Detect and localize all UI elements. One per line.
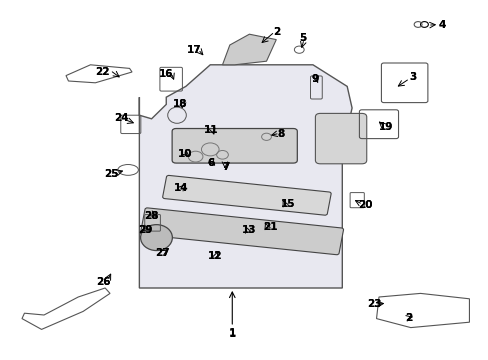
Polygon shape xyxy=(222,34,276,65)
Text: 29: 29 xyxy=(138,225,153,235)
Text: 22: 22 xyxy=(95,67,110,77)
Text: 12: 12 xyxy=(207,251,222,261)
Text: 22: 22 xyxy=(95,67,110,77)
Text: 9: 9 xyxy=(311,74,318,84)
Text: 1: 1 xyxy=(228,328,235,338)
Text: 21: 21 xyxy=(262,222,277,232)
Text: 5: 5 xyxy=(299,33,306,43)
Text: 8: 8 xyxy=(277,129,284,139)
Text: 21: 21 xyxy=(262,222,277,232)
Polygon shape xyxy=(139,65,351,288)
Text: 28: 28 xyxy=(144,211,159,221)
Text: 13: 13 xyxy=(242,225,256,235)
Text: 13: 13 xyxy=(242,225,256,235)
Text: 24: 24 xyxy=(114,113,128,123)
FancyBboxPatch shape xyxy=(163,175,330,215)
Text: 26: 26 xyxy=(96,276,111,287)
Text: 8: 8 xyxy=(277,129,284,139)
Text: 24: 24 xyxy=(114,113,128,123)
Ellipse shape xyxy=(141,225,172,251)
Text: 17: 17 xyxy=(187,45,202,55)
Text: 3: 3 xyxy=(409,72,416,82)
Text: 23: 23 xyxy=(366,299,381,309)
Text: 2: 2 xyxy=(404,312,411,323)
Text: 2: 2 xyxy=(272,27,279,37)
Text: 11: 11 xyxy=(203,125,218,135)
Text: 12: 12 xyxy=(207,251,222,261)
Text: 18: 18 xyxy=(172,99,187,109)
Text: 19: 19 xyxy=(378,122,393,132)
Text: 9: 9 xyxy=(311,74,318,84)
Text: 3: 3 xyxy=(409,72,416,82)
Text: 26: 26 xyxy=(96,276,111,287)
Text: 29: 29 xyxy=(138,225,153,235)
Text: 4: 4 xyxy=(438,20,446,30)
Text: 20: 20 xyxy=(358,200,372,210)
Text: 27: 27 xyxy=(155,248,169,258)
Text: 14: 14 xyxy=(173,183,188,193)
Text: 7: 7 xyxy=(222,162,229,172)
Text: 7: 7 xyxy=(222,162,229,172)
Text: 27: 27 xyxy=(155,248,169,258)
Text: 18: 18 xyxy=(172,99,187,109)
Text: 28: 28 xyxy=(144,211,159,221)
Text: 11: 11 xyxy=(203,125,218,135)
Text: 5: 5 xyxy=(299,33,306,43)
Text: 25: 25 xyxy=(104,168,119,179)
Text: 15: 15 xyxy=(281,199,295,210)
Text: 17: 17 xyxy=(187,45,202,55)
Text: 4: 4 xyxy=(438,20,446,30)
Text: 15: 15 xyxy=(281,199,295,210)
FancyBboxPatch shape xyxy=(140,208,343,255)
Text: 6: 6 xyxy=(207,158,214,168)
Text: 10: 10 xyxy=(177,149,192,159)
Text: 16: 16 xyxy=(159,69,173,79)
FancyBboxPatch shape xyxy=(172,129,297,163)
Text: 10: 10 xyxy=(177,149,192,159)
FancyBboxPatch shape xyxy=(315,113,366,164)
Text: 25: 25 xyxy=(104,168,119,179)
Text: 16: 16 xyxy=(159,69,173,79)
Text: 2: 2 xyxy=(272,27,279,37)
Text: 6: 6 xyxy=(207,158,214,168)
Text: 20: 20 xyxy=(358,200,372,210)
Text: 2: 2 xyxy=(404,312,411,323)
Text: 1: 1 xyxy=(228,329,235,339)
Text: 14: 14 xyxy=(173,183,188,193)
Text: 19: 19 xyxy=(378,122,393,132)
Text: 23: 23 xyxy=(366,299,381,309)
